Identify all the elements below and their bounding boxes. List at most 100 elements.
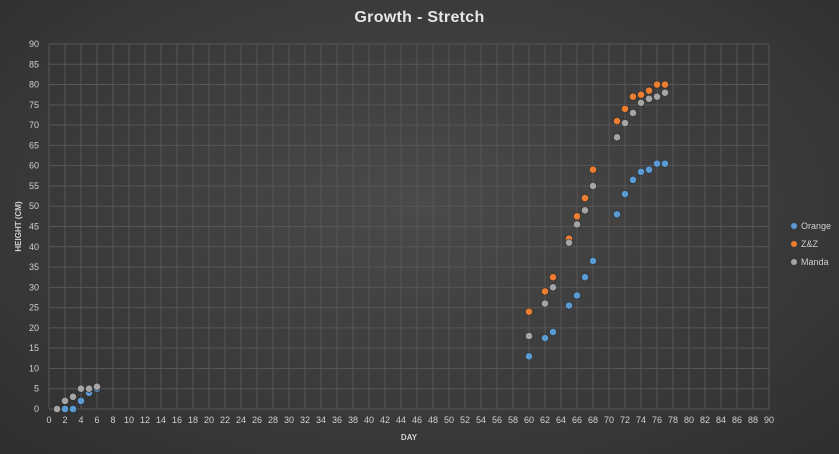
x-tick-label: 2: [62, 415, 67, 425]
x-tick-label: 86: [732, 415, 742, 425]
x-tick-label: 38: [348, 415, 358, 425]
x-tick-label: 74: [636, 415, 646, 425]
x-axis-label: DAY: [401, 433, 418, 442]
x-tick-label: 76: [652, 415, 662, 425]
data-point: [85, 384, 93, 393]
x-tick-label: 70: [604, 415, 614, 425]
y-axis-ticks: 0 5 10 15 20 25 30 35 40 45 50 55 60 65 70 75 80 85 90: [29, 39, 39, 414]
data-point: [525, 332, 533, 340]
y-tick-label: 85: [29, 59, 39, 69]
x-tick-label: 84: [716, 415, 726, 425]
x-tick-label: 46: [412, 415, 422, 425]
data-point: [589, 182, 597, 190]
chart-title: Growth - Stretch: [354, 9, 485, 26]
x-tick-label: 30: [284, 415, 294, 425]
data-point: [93, 382, 101, 391]
y-tick-label: 90: [29, 39, 39, 49]
data-point: [581, 194, 589, 203]
data-point: [549, 273, 557, 282]
x-tick-label: 34: [316, 415, 326, 425]
x-tick-label: 24: [236, 415, 246, 425]
series-manda: [53, 88, 669, 413]
data-point: [637, 98, 645, 107]
y-tick-label: 75: [29, 100, 39, 110]
x-tick-label: 36: [332, 415, 342, 425]
data-point: [541, 287, 549, 296]
data-point: [629, 175, 637, 184]
data-point: [525, 352, 533, 361]
legend-label: Orange: [801, 221, 831, 231]
data-point: [541, 334, 549, 342]
x-tick-label: 6: [94, 415, 99, 425]
legend-marker: [791, 241, 797, 247]
y-tick-label: 5: [34, 384, 39, 394]
data-point: [589, 165, 597, 174]
data-point: [581, 206, 589, 215]
data-point: [573, 220, 581, 229]
x-tick-label: 64: [556, 415, 566, 425]
x-tick-label: 62: [540, 415, 550, 425]
y-tick-label: 30: [29, 282, 39, 292]
data-point: [661, 80, 669, 89]
x-tick-label: 60: [524, 415, 534, 425]
x-tick-label: 16: [172, 415, 182, 425]
data-point: [645, 94, 653, 103]
x-tick-label: 28: [268, 415, 278, 425]
data-point: [61, 396, 69, 405]
x-tick-label: 20: [204, 415, 214, 425]
x-tick-label: 8: [110, 415, 115, 425]
x-tick-label: 82: [700, 415, 710, 425]
data-point: [549, 328, 557, 336]
data-point: [581, 273, 589, 282]
data-point: [621, 104, 629, 113]
y-tick-label: 55: [29, 181, 39, 191]
series-orange: [53, 159, 669, 413]
x-tick-label: 88: [748, 415, 758, 425]
x-tick-label: 14: [156, 415, 166, 425]
data-point: [653, 92, 661, 101]
x-tick-label: 18: [188, 415, 198, 425]
data-point: [525, 307, 533, 316]
x-tick-label: 22: [220, 415, 230, 425]
y-tick-label: 0: [34, 404, 39, 414]
y-tick-label: 50: [29, 201, 39, 211]
y-tick-label: 60: [29, 161, 39, 171]
x-tick-label: 42: [380, 415, 390, 425]
y-tick-label: 15: [29, 343, 39, 353]
data-point: [629, 92, 637, 101]
y-tick-label: 10: [29, 363, 39, 373]
legend-marker: [791, 223, 797, 229]
data-point: [661, 88, 669, 97]
data-point: [629, 109, 637, 117]
x-tick-label: 80: [684, 415, 694, 425]
grid-lines: [48, 43, 770, 410]
data-point: [661, 159, 669, 168]
x-tick-label: 56: [492, 415, 502, 425]
legend: Orange Z&Z Manda: [791, 221, 831, 267]
x-tick-label: 58: [508, 415, 518, 425]
legend-item: Z&Z: [791, 239, 819, 249]
x-axis-ticks: 0 2 4 6 8 10 12 14 16 18 20 22 24 26 28 30 32 34 36 38 40 42 4…: [46, 415, 774, 425]
y-tick-label: 25: [29, 303, 39, 313]
data-point: [69, 392, 77, 401]
y-tick-label: 35: [29, 262, 39, 272]
y-tick-label: 20: [29, 323, 39, 333]
legend-marker: [791, 259, 797, 265]
data-point: [573, 212, 581, 221]
y-axis-label: HEIGHT (CM): [14, 201, 23, 252]
data-point: [565, 238, 573, 247]
x-tick-label: 10: [124, 415, 134, 425]
data-point: [613, 117, 621, 125]
y-tick-label: 70: [29, 120, 39, 130]
y-tick-label: 45: [29, 222, 39, 232]
data-point: [77, 384, 85, 393]
x-tick-label: 32: [300, 415, 310, 425]
data-point: [541, 299, 549, 308]
data-point: [69, 405, 77, 413]
data-point: [621, 190, 629, 198]
data-point: [549, 283, 557, 292]
x-tick-label: 72: [620, 415, 630, 425]
data-point: [565, 301, 573, 310]
x-tick-label: 68: [588, 415, 598, 425]
